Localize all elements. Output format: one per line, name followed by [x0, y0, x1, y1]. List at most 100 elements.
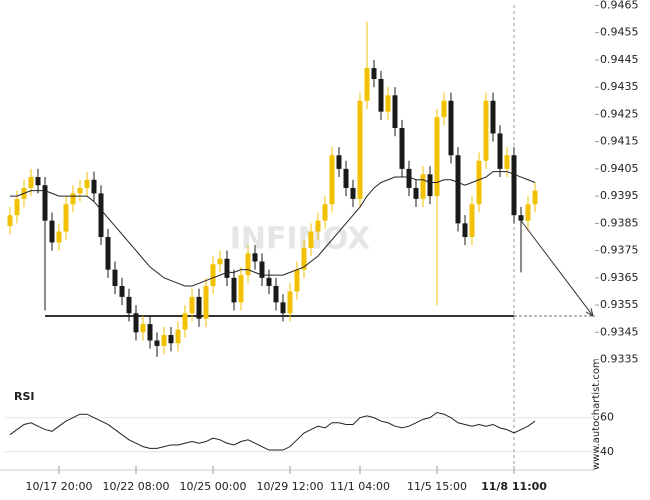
- candle-body: [287, 291, 293, 314]
- candle-body: [294, 269, 300, 292]
- rsi-tick-label: 40: [600, 445, 614, 458]
- rsi-tick-label: 60: [600, 411, 614, 424]
- candle-body: [406, 168, 412, 188]
- candle-body: [28, 177, 34, 188]
- x-tick-label: 11/1 04:00: [330, 480, 390, 493]
- candle-body: [217, 258, 223, 265]
- candle-body: [189, 296, 195, 314]
- candle-body: [231, 277, 237, 303]
- candle-body: [469, 204, 475, 237]
- y-tick-label: 0.9445: [600, 53, 639, 66]
- x-tick-label: 10/22 08:00: [103, 480, 170, 493]
- candle-body: [63, 204, 69, 232]
- candle-body: [434, 117, 440, 197]
- watermark: INFINOX: [230, 222, 371, 257]
- candle-body: [336, 155, 342, 169]
- candle-body: [126, 296, 132, 314]
- y-tick-label: 0.9365: [600, 271, 639, 284]
- y-tick-label: 0.9335: [600, 353, 639, 366]
- candle-body: [525, 204, 531, 221]
- candle-body: [322, 204, 328, 221]
- x-tick-label: 11/8 11:00: [481, 480, 547, 493]
- candle-body: [98, 193, 104, 237]
- candle-body: [350, 187, 356, 199]
- y-tick-label: 0.9435: [600, 80, 639, 93]
- candle-body: [266, 277, 272, 287]
- candle-body: [476, 160, 482, 205]
- candle-body: [378, 78, 384, 112]
- candle-body: [329, 155, 335, 205]
- candle-body: [441, 100, 447, 118]
- candle-body: [140, 324, 146, 333]
- candle-body: [49, 220, 55, 243]
- candle-body: [175, 329, 181, 344]
- candle-body: [224, 258, 230, 278]
- candle-body: [42, 185, 48, 221]
- candle-body: [84, 179, 90, 188]
- y-tick-label: 0.9345: [600, 325, 639, 338]
- candle-body: [119, 286, 125, 297]
- y-tick-label: 0.9405: [600, 162, 639, 175]
- candle-body: [399, 128, 405, 169]
- candle-body: [161, 335, 167, 346]
- candle-body: [385, 95, 391, 112]
- candle-body: [168, 335, 174, 344]
- moving-average: [10, 171, 536, 287]
- candle-body: [518, 215, 524, 221]
- candle-body: [112, 269, 118, 287]
- candle-body: [182, 313, 188, 330]
- x-tick-label: 10/29 12:00: [257, 480, 324, 493]
- y-tick-label: 0.9455: [600, 26, 639, 39]
- rsi-label: RSI: [14, 390, 35, 403]
- y-tick-label: 0.9385: [600, 216, 639, 229]
- candle-body: [280, 302, 286, 314]
- candle-body: [364, 68, 370, 101]
- candle-body: [273, 286, 279, 303]
- x-tick-label: 10/17 20:00: [26, 480, 93, 493]
- candle-body: [70, 193, 76, 205]
- candle-body: [154, 340, 160, 346]
- candle-body: [252, 253, 258, 262]
- candle-body: [532, 190, 538, 205]
- y-tick-label: 0.9355: [600, 298, 639, 311]
- candle-body: [77, 187, 83, 194]
- candle-body: [259, 261, 265, 278]
- y-tick-label: 0.9425: [600, 107, 639, 120]
- candle-body: [133, 313, 139, 333]
- y-tick-label: 0.9395: [600, 189, 639, 202]
- candle-body: [483, 100, 489, 161]
- y-tick-label: 0.9375: [600, 244, 639, 257]
- candle-body: [462, 223, 468, 237]
- candle-body: [448, 100, 454, 156]
- candle-body: [357, 100, 363, 199]
- candle-body: [497, 133, 503, 169]
- candle-body: [238, 275, 244, 303]
- candle-body: [308, 231, 314, 248]
- site-label: www.autochartist.com: [591, 358, 602, 470]
- rsi-line: [9, 411, 536, 451]
- x-tick-label: 10/25 00:00: [180, 480, 247, 493]
- candle-body: [371, 68, 377, 79]
- candle-body: [413, 187, 419, 199]
- candle-body: [511, 155, 517, 216]
- candle-body: [343, 168, 349, 188]
- candle-body: [35, 177, 41, 186]
- forecast-arrow: [520, 220, 594, 317]
- candle-body: [420, 174, 426, 199]
- y-tick-label: 0.9415: [600, 135, 639, 148]
- candle-body: [91, 179, 97, 194]
- forecast-arrow-head: [585, 308, 594, 317]
- candle-body: [147, 324, 153, 341]
- candle-body: [427, 174, 433, 197]
- x-tick-label: 11/5 15:00: [407, 480, 467, 493]
- candle-body: [245, 253, 251, 276]
- candle-body: [7, 215, 13, 227]
- candle-body: [301, 247, 307, 270]
- candle-body: [56, 231, 62, 243]
- candle-body: [210, 264, 216, 287]
- candle-body: [315, 220, 321, 232]
- candle-body: [455, 155, 461, 224]
- y-tick-label: 0.9465: [600, 0, 639, 11]
- candle-body: [203, 286, 209, 319]
